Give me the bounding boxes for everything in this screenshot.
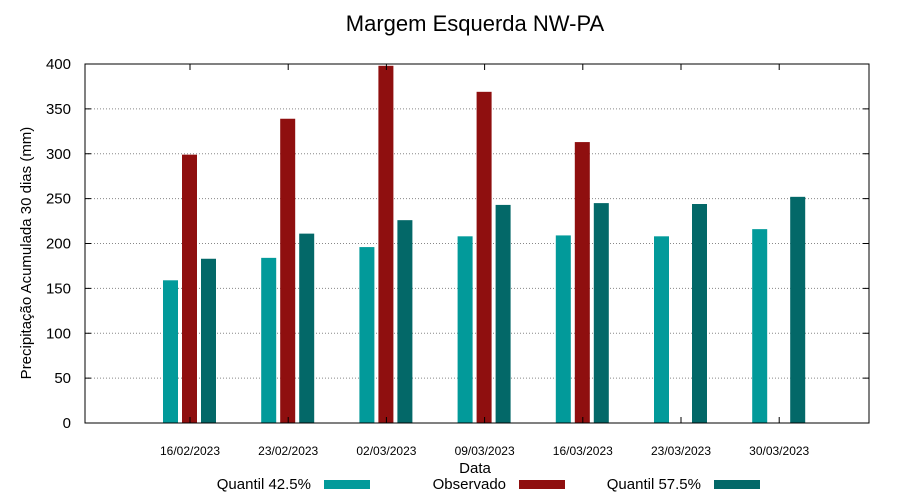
bar-2	[280, 118, 296, 423]
bar-1	[457, 236, 473, 423]
bar-1	[359, 247, 375, 423]
x-tick-label: 23/02/2023	[258, 444, 318, 458]
x-tick-label: 16/02/2023	[160, 444, 220, 458]
legend: Quantil 42.5% Observado Quantil 57.5%	[217, 476, 760, 493]
legend-swatch	[324, 480, 370, 489]
y-tick-label: 0	[63, 415, 71, 432]
chart-title: Margem Esquerda NW-PA	[346, 11, 605, 36]
bars	[163, 65, 806, 424]
bar-3	[692, 204, 707, 423]
y-tick-label: 250	[46, 191, 71, 208]
legend-swatch	[714, 480, 760, 489]
bar-1	[163, 280, 178, 423]
y-tick-label: 150	[46, 280, 71, 297]
x-ticks: 16/02/2023 23/02/2023 02/03/2023 09/03/2023…	[160, 64, 810, 458]
bar-2	[574, 142, 590, 423]
y-tick-label: 300	[46, 146, 71, 163]
y-tick-label: 100	[46, 325, 71, 342]
y-ticks: 0 50 100 150 200 250 300 350 400	[46, 56, 869, 432]
bar-1	[654, 236, 669, 423]
y-axis-label: Precipitação Acumulada 30 dias (mm)	[18, 127, 35, 380]
bar-3	[593, 203, 609, 423]
bar-3	[495, 204, 511, 423]
x-tick-label: 09/03/2023	[455, 444, 515, 458]
bar-2	[476, 91, 492, 423]
bar-3	[790, 196, 806, 423]
x-tick-label: 30/03/2023	[749, 444, 809, 458]
y-tick-label: 50	[54, 370, 71, 387]
bar-2	[182, 154, 197, 423]
x-tick-label: 23/03/2023	[651, 444, 711, 458]
x-tick-label: 16/03/2023	[553, 444, 613, 458]
bar-1	[555, 235, 571, 423]
bar-2	[378, 65, 394, 424]
bar-3	[201, 258, 216, 423]
bar-3	[299, 233, 315, 423]
bar-3	[397, 220, 413, 423]
x-tick-label: 02/03/2023	[356, 444, 416, 458]
bar-1	[261, 257, 277, 423]
y-tick-label: 350	[46, 101, 71, 118]
y-tick-label: 200	[46, 236, 71, 253]
bar-1	[752, 229, 768, 423]
x-axis-label: Data	[459, 460, 491, 477]
legend-label: Quantil 42.5%	[217, 476, 311, 493]
legend-swatch	[519, 480, 565, 489]
legend-label: Observado	[433, 476, 506, 493]
y-tick-label: 400	[46, 56, 71, 73]
legend-label: Quantil 57.5%	[607, 476, 701, 493]
